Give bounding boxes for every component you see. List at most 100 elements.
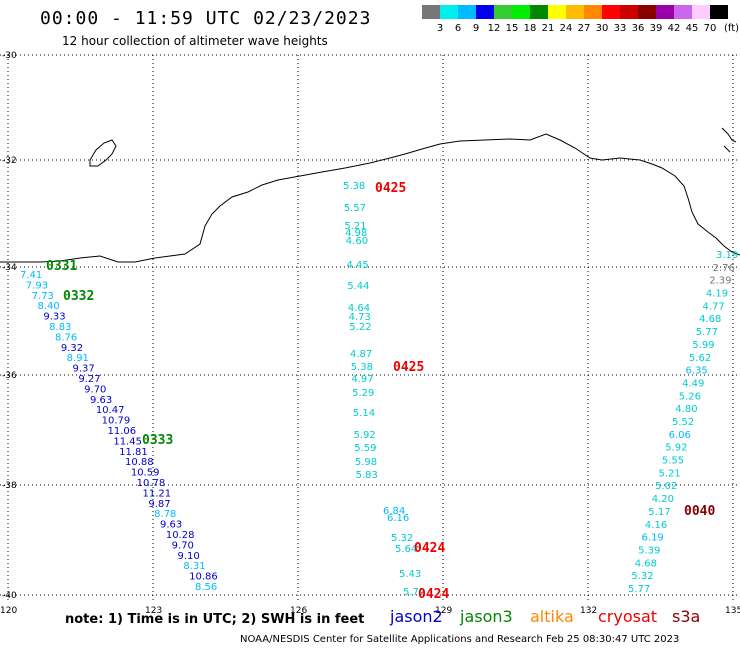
legend-swatch xyxy=(674,5,692,19)
wave-height-label: 5.17 xyxy=(648,507,670,518)
wave-height-label: 5.55 xyxy=(662,456,684,467)
legend-swatch xyxy=(692,5,710,19)
wave-height-label: 8.40 xyxy=(38,301,60,312)
australia-coastline xyxy=(0,133,740,263)
wave-height-label: 5.64 xyxy=(395,544,417,555)
legend-label: 24 xyxy=(559,23,573,34)
legend-swatch xyxy=(656,5,674,19)
latitude-tick-label: -32 xyxy=(2,156,17,166)
legend-label: 21 xyxy=(541,23,555,34)
legend-swatch xyxy=(494,5,512,19)
legend-swatch xyxy=(476,5,494,19)
wave-height-label: 10.59 xyxy=(131,468,160,479)
wave-height-label: 10.86 xyxy=(189,572,218,583)
longitude-tick-label: 123 xyxy=(145,606,162,616)
wave-height-label: 5.43 xyxy=(399,569,421,580)
wave-height-label: 5.92 xyxy=(665,443,687,454)
longitude-tick-label: 126 xyxy=(290,606,307,616)
latitude-tick-label: -30 xyxy=(2,51,17,61)
wave-height-label: 9.27 xyxy=(78,374,100,385)
wave-height-label: 5.62 xyxy=(689,353,711,364)
wave-height-label: 5.29 xyxy=(352,388,374,399)
legend-swatch xyxy=(710,5,728,19)
legend-label: 9 xyxy=(472,23,480,34)
wave-height-label: 6.16 xyxy=(387,513,409,524)
legend-altika: altika xyxy=(530,607,574,626)
wave-height-label: 11.21 xyxy=(143,488,172,499)
wave-height-label: 9.63 xyxy=(160,520,182,531)
legend-label: 30 xyxy=(595,23,609,34)
pass-time-label: 0424 xyxy=(414,541,445,556)
legend-label: 70 xyxy=(703,23,717,34)
legend-swatch xyxy=(512,5,530,19)
wave-height-label: 5.44 xyxy=(347,281,369,292)
legend-swatch xyxy=(602,5,620,19)
legend-label: 42 xyxy=(667,23,681,34)
wave-height-label: 5.77 xyxy=(628,584,650,595)
wave-height-label: 11.45 xyxy=(113,436,142,447)
pass-time-label: 0332 xyxy=(63,289,94,304)
wave-height-label: 2.39 xyxy=(709,276,731,287)
wave-height-label: 10.78 xyxy=(137,478,166,489)
wave-height-label: 8.78 xyxy=(154,509,176,520)
wave-height-label: 7.93 xyxy=(26,280,48,291)
wave-height-label: 9.70 xyxy=(172,540,194,551)
legend-swatch xyxy=(530,5,548,19)
pass-time-label: 0333 xyxy=(142,433,173,448)
legend-label: 45 xyxy=(685,23,699,34)
latitude-tick-label: -34 xyxy=(2,263,17,273)
wave-height-label: 7.73 xyxy=(32,291,54,302)
wave-height-label: 9.70 xyxy=(84,384,106,395)
wave-height-label: 8.91 xyxy=(67,353,89,364)
longitude-tick-label: 120 xyxy=(0,606,17,616)
wave-height-label: 5.38 xyxy=(343,181,365,192)
legend-swatch xyxy=(440,5,458,19)
wave-height-label: 3.19 xyxy=(716,250,738,261)
wave-height-label: 5.52 xyxy=(672,417,694,428)
legend-label: 36 xyxy=(631,23,645,34)
legend-label: 18 xyxy=(523,23,537,34)
wave-height-label: 6.19 xyxy=(642,533,664,544)
wave-height-label: 4.98 xyxy=(345,228,367,239)
legend-label: 3 xyxy=(436,23,444,34)
legend-swatch xyxy=(620,5,638,19)
wave-height-label: 8.56 xyxy=(195,582,217,593)
legend-label: 12 xyxy=(487,23,501,34)
wave-height-label: 4.77 xyxy=(702,301,724,312)
wave-height-label: 5.21 xyxy=(658,468,680,479)
pass-time-label: 0425 xyxy=(393,360,424,375)
wave-height-label: 5.21 xyxy=(344,221,366,232)
wave-height-label: 9.87 xyxy=(148,499,170,510)
footer-note: note: 1) Time is in UTC; 2) SWH is in fe… xyxy=(65,612,365,627)
wave-height-label: 6.84 xyxy=(383,506,405,517)
legend-label: 33 xyxy=(613,23,627,34)
longitude-tick-label: 129 xyxy=(435,606,452,616)
wave-height-label: 4.19 xyxy=(706,289,728,300)
wave-height-label: 9.37 xyxy=(73,364,95,375)
wave-height-label: 9.33 xyxy=(43,312,65,323)
wave-height-label: 5.39 xyxy=(638,545,660,556)
wave-height-label: 10.28 xyxy=(166,530,195,541)
wave-height-label: 5.22 xyxy=(349,322,371,333)
wave-height-label: 5.77 xyxy=(696,327,718,338)
wave-height-label: 4.97 xyxy=(351,374,373,385)
latitude-tick-label: -40 xyxy=(2,591,17,601)
longitude-tick-label: 135 xyxy=(725,606,740,616)
legend-label: 27 xyxy=(577,23,591,34)
wave-height-label: 4.49 xyxy=(682,378,704,389)
legend-swatch xyxy=(422,5,440,19)
wave-height-label: 4.68 xyxy=(699,314,721,325)
legend-jason2: jason2 xyxy=(390,607,443,626)
kangaroo-island xyxy=(89,139,117,167)
wave-height-label: 10.47 xyxy=(96,405,125,416)
wave-height-label: 5.26 xyxy=(679,391,701,402)
wave-height-label: 5.32 xyxy=(391,533,413,544)
pass-time-label: 0424 xyxy=(418,587,449,602)
pass-time-label: 0425 xyxy=(375,181,406,196)
longitude-tick-label: 132 xyxy=(580,606,597,616)
legend-swatch xyxy=(458,5,476,19)
wave-height-label: 5.98 xyxy=(355,457,377,468)
legend-jason3: jason3 xyxy=(460,607,513,626)
wave-height-label: 4.60 xyxy=(346,236,368,247)
latitude-tick-label: -38 xyxy=(2,481,17,491)
